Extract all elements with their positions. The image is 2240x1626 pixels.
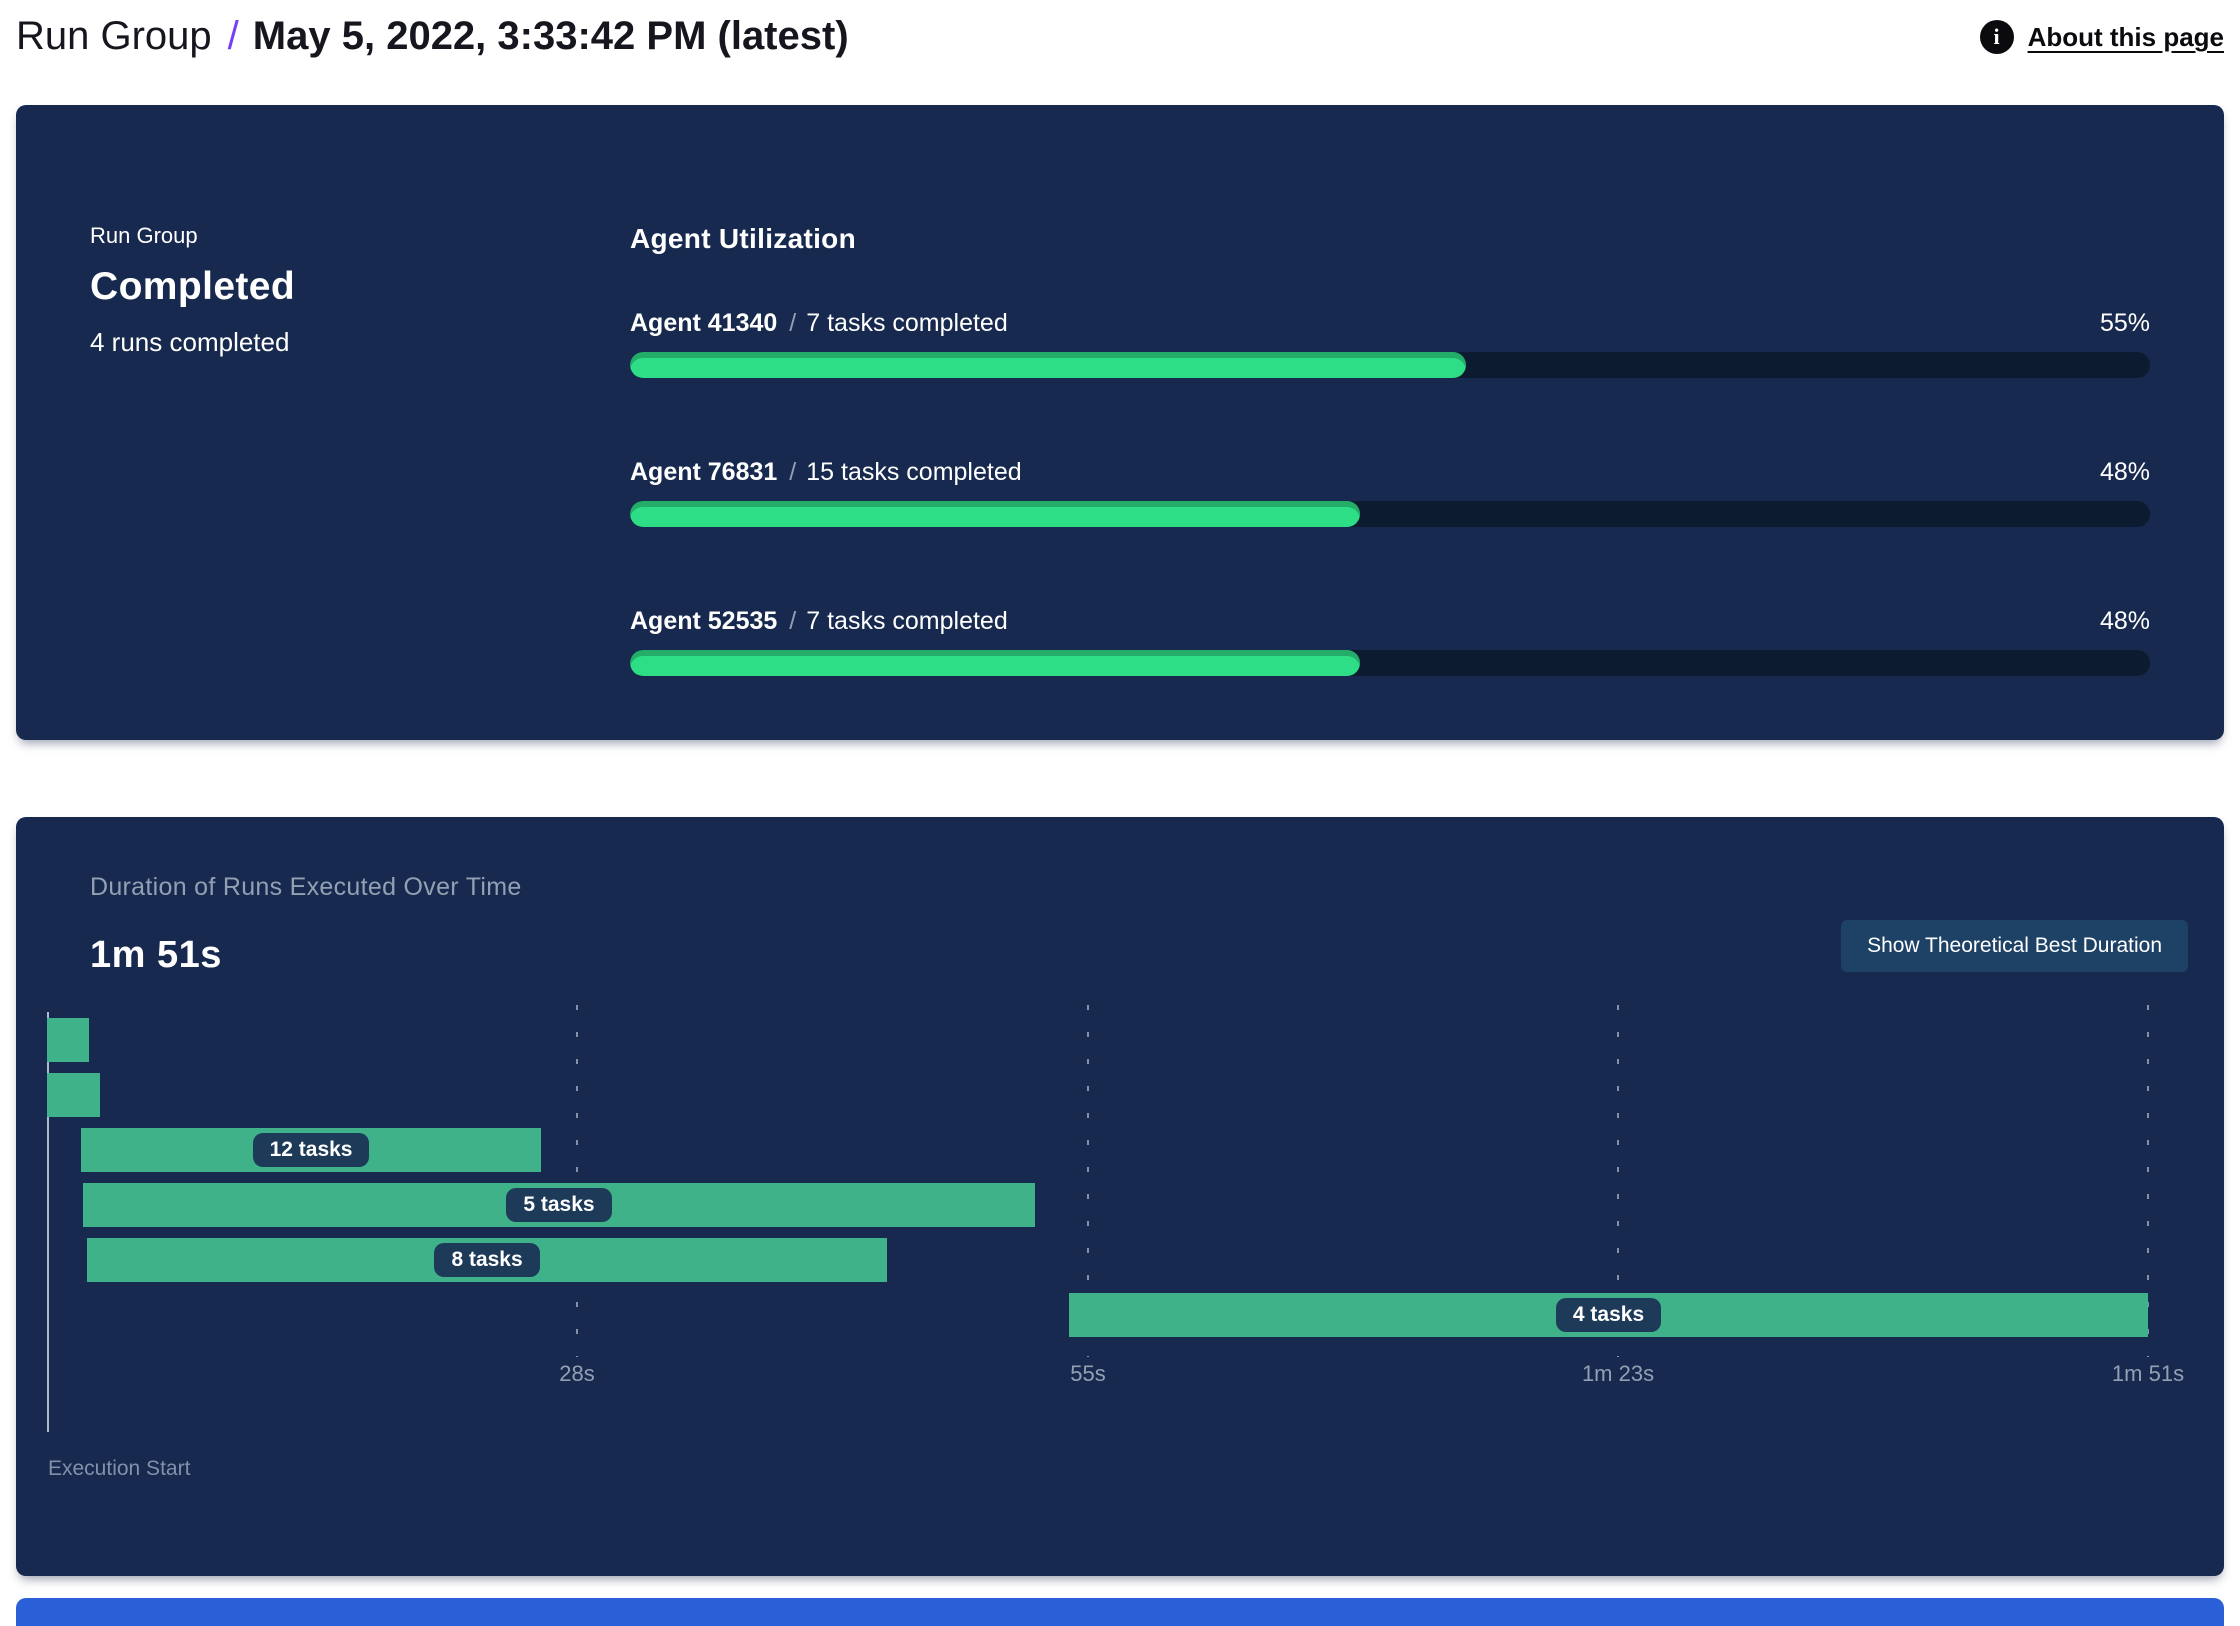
run-group-status: Run Group Completed 4 runs completed — [90, 223, 630, 740]
gridline — [1087, 1005, 1090, 1357]
about-link-label: About this page — [2027, 21, 2224, 52]
info-icon: i — [1979, 20, 2014, 54]
breadcrumb: Run Group — [16, 14, 212, 58]
run-bar[interactable]: 5 tasks — [82, 1183, 1036, 1227]
agent-tasks-completed: 15 tasks completed — [806, 458, 1022, 486]
agent-label: Agent 52535 / 7 tasks completed — [630, 607, 1008, 636]
run-summary-panel: Run Group Completed 4 runs completed Age… — [16, 105, 2224, 740]
task-count-pill: 12 tasks — [252, 1133, 370, 1167]
task-count-pill: 4 tasks — [1555, 1298, 1662, 1332]
agent-name: Agent 41340 — [630, 309, 778, 337]
agent-label-line: Agent 52535 / 7 tasks completed 48% — [630, 607, 2150, 636]
utilization-bar-fill — [630, 352, 1466, 378]
agent-utilization-section: Agent Utilization Agent 41340 / 7 tasks co… — [630, 223, 2150, 740]
about-link[interactable]: i About this page — [1979, 20, 2224, 54]
run-date-title: May 5, 2022, 3:33:42 PM (latest) — [252, 14, 849, 58]
execution-start-axis-line — [47, 1012, 49, 1432]
x-tick-label: 1m 23s — [1581, 1361, 1655, 1386]
agent-label-separator: / — [789, 607, 797, 635]
utilization-bar-fill — [630, 650, 1360, 676]
gridline — [2147, 1005, 2149, 1357]
run-bar[interactable]: 12 tasks — [81, 1128, 541, 1172]
agent-name: Agent 76831 — [630, 458, 778, 486]
utilization-bar-track — [630, 650, 2150, 676]
utilization-bar-track — [630, 352, 2150, 378]
agent-utilization-row: Agent 76831 / 15 tasks completed 48% — [630, 458, 2150, 527]
agent-utilization-title: Agent Utilization — [630, 223, 856, 254]
agent-name: Agent 52535 — [630, 607, 778, 635]
status-value: Completed — [90, 265, 296, 308]
utilization-bar-fill — [630, 501, 1360, 527]
page-header: Run Group / May 5, 2022, 3:33:42 PM (lates… — [16, 0, 2224, 105]
gridline — [575, 1005, 578, 1357]
task-count-pill: 8 tasks — [434, 1243, 540, 1277]
agent-tasks-completed: 7 tasks completed — [806, 607, 1008, 635]
agent-label-separator: / — [789, 458, 797, 486]
x-tick-label: 28s — [559, 1361, 595, 1386]
next-panel-peek — [16, 1598, 2224, 1626]
total-duration-value: 1m 51s — [90, 934, 222, 976]
agent-label-separator: / — [789, 309, 797, 337]
run-bar[interactable]: 8 tasks — [86, 1238, 888, 1282]
agent-label-line: Agent 41340 / 7 tasks completed 55% — [630, 309, 2150, 338]
status-eyebrow: Run Group — [90, 223, 198, 248]
agent-utilization-percent: 48% — [2099, 458, 2150, 486]
gridline — [1617, 1005, 1620, 1357]
agent-utilization-row: Agent 41340 / 7 tasks completed 55% — [630, 309, 2150, 378]
task-count-pill: 5 tasks — [506, 1188, 612, 1222]
agent-utilization-percent: 55% — [2099, 309, 2150, 337]
duration-panel: Duration of Runs Executed Over Time 1m 5… — [16, 817, 2224, 1576]
gantt-chart: Execution Start 28s 55s 1m 23s 1m 51s 12 tas… — [47, 1005, 2184, 1480]
agent-utilization-percent: 48% — [2099, 607, 2150, 635]
breadcrumb-separator: / — [227, 14, 239, 58]
duration-chart-title: Duration of Runs Executed Over Time — [90, 873, 522, 901]
run-bar[interactable] — [47, 1018, 89, 1062]
runs-completed-count: 4 runs completed — [90, 327, 290, 357]
run-bar[interactable]: 4 tasks — [1069, 1293, 2148, 1337]
run-bar[interactable] — [47, 1073, 100, 1117]
execution-start-label: Execution Start — [48, 1457, 191, 1480]
x-tick-label: 55s — [1070, 1361, 1106, 1386]
utilization-bar-track — [630, 501, 2150, 527]
agent-tasks-completed: 7 tasks completed — [806, 309, 1008, 337]
page-title: Run Group / May 5, 2022, 3:33:42 PM (lates… — [16, 12, 849, 60]
agent-label: Agent 41340 / 7 tasks completed — [630, 309, 1008, 338]
show-theoretical-best-duration-button[interactable]: Show Theoretical Best Duration — [1841, 920, 2188, 972]
agent-label-line: Agent 76831 / 15 tasks completed 48% — [630, 458, 2150, 487]
agent-label: Agent 76831 / 15 tasks completed — [630, 458, 1022, 487]
x-tick-label: 1m 51s — [2111, 1361, 2185, 1386]
agent-utilization-row: Agent 52535 / 7 tasks completed 48% — [630, 607, 2150, 676]
